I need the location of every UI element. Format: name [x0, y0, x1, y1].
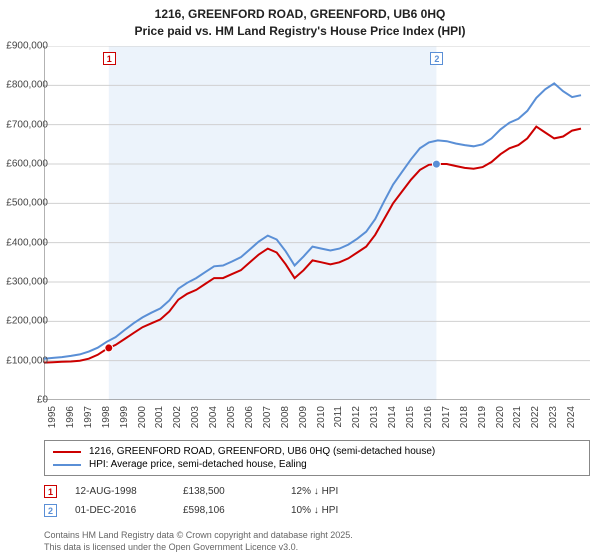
title-line-1: 1216, GREENFORD ROAD, GREENFORD, UB6 0HQ: [0, 6, 600, 23]
sale-price: £138,500: [183, 486, 273, 497]
sale-delta: 12% ↓ HPI: [291, 486, 381, 497]
sale-price: £598,106: [183, 505, 273, 516]
legend-item: 1216, GREENFORD ROAD, GREENFORD, UB6 0HQ…: [53, 445, 581, 458]
y-tick-label: £100,000: [6, 355, 48, 366]
plot-area: [44, 46, 590, 400]
y-tick-label: £600,000: [6, 159, 48, 170]
legend: 1216, GREENFORD ROAD, GREENFORD, UB6 0HQ…: [44, 440, 590, 476]
chart-container: 1216, GREENFORD ROAD, GREENFORD, UB6 0HQ…: [0, 0, 600, 560]
x-tick-label: 2010: [316, 406, 327, 428]
y-tick-label: £300,000: [6, 277, 48, 288]
table-row: 2 01-DEC-2016 £598,106 10% ↓ HPI: [44, 501, 590, 520]
x-tick-label: 2020: [495, 406, 506, 428]
sale-date: 01-DEC-2016: [75, 505, 165, 516]
y-tick-label: £700,000: [6, 119, 48, 130]
footer: Contains HM Land Registry data © Crown c…: [44, 530, 353, 553]
x-tick-label: 2016: [423, 406, 434, 428]
y-tick-label: £200,000: [6, 316, 48, 327]
x-tick-label: 2013: [369, 406, 380, 428]
x-tick-label: 1995: [47, 406, 58, 428]
footer-line: Contains HM Land Registry data © Crown c…: [44, 530, 353, 542]
x-tick-label: 2012: [351, 406, 362, 428]
footer-line: This data is licensed under the Open Gov…: [44, 542, 353, 554]
plot-svg: [44, 46, 590, 400]
x-tick-label: 2001: [154, 406, 165, 428]
x-tick-label: 1997: [83, 406, 94, 428]
table-row: 1 12-AUG-1998 £138,500 12% ↓ HPI: [44, 482, 590, 501]
x-tick-label: 2019: [477, 406, 488, 428]
legend-item: HPI: Average price, semi-detached house,…: [53, 458, 581, 471]
x-tick-label: 2000: [137, 406, 148, 428]
x-tick-label: 2003: [190, 406, 201, 428]
y-tick-label: £800,000: [6, 80, 48, 91]
x-tick-label: 2018: [459, 406, 470, 428]
sale-delta: 10% ↓ HPI: [291, 505, 381, 516]
y-tick-label: £900,000: [6, 41, 48, 52]
x-tick-label: 2024: [566, 406, 577, 428]
sale-marker-flag: 1: [103, 52, 116, 65]
legend-label: HPI: Average price, semi-detached house,…: [89, 459, 307, 470]
x-tick-label: 2004: [208, 406, 219, 428]
x-tick-label: 2009: [298, 406, 309, 428]
x-tick-label: 2015: [405, 406, 416, 428]
x-tick-label: 2021: [512, 406, 523, 428]
x-tick-label: 2022: [530, 406, 541, 428]
title-line-2: Price paid vs. HM Land Registry's House …: [0, 23, 600, 40]
x-tick-label: 2008: [280, 406, 291, 428]
x-tick-label: 2023: [548, 406, 559, 428]
sale-date: 12-AUG-1998: [75, 486, 165, 497]
sales-table: 1 12-AUG-1998 £138,500 12% ↓ HPI 2 01-DE…: [44, 482, 590, 520]
legend-label: 1216, GREENFORD ROAD, GREENFORD, UB6 0HQ…: [89, 446, 435, 457]
sale-marker-box: 2: [44, 504, 57, 517]
sale-marker-box: 1: [44, 485, 57, 498]
y-tick-label: £500,000: [6, 198, 48, 209]
x-tick-label: 2014: [387, 406, 398, 428]
x-tick-label: 2006: [244, 406, 255, 428]
chart-titles: 1216, GREENFORD ROAD, GREENFORD, UB6 0HQ…: [0, 0, 600, 40]
x-tick-label: 1996: [65, 406, 76, 428]
x-tick-label: 1998: [101, 406, 112, 428]
x-tick-label: 2002: [172, 406, 183, 428]
x-tick-label: 2005: [226, 406, 237, 428]
y-tick-label: £400,000: [6, 237, 48, 248]
x-tick-label: 2017: [441, 406, 452, 428]
x-tick-label: 2007: [262, 406, 273, 428]
x-tick-label: 2011: [333, 406, 344, 428]
sale-marker-flag: 2: [430, 52, 443, 65]
legend-swatch: [53, 451, 81, 453]
y-tick-label: £0: [37, 395, 48, 406]
legend-swatch: [53, 464, 81, 466]
x-tick-label: 1999: [119, 406, 130, 428]
